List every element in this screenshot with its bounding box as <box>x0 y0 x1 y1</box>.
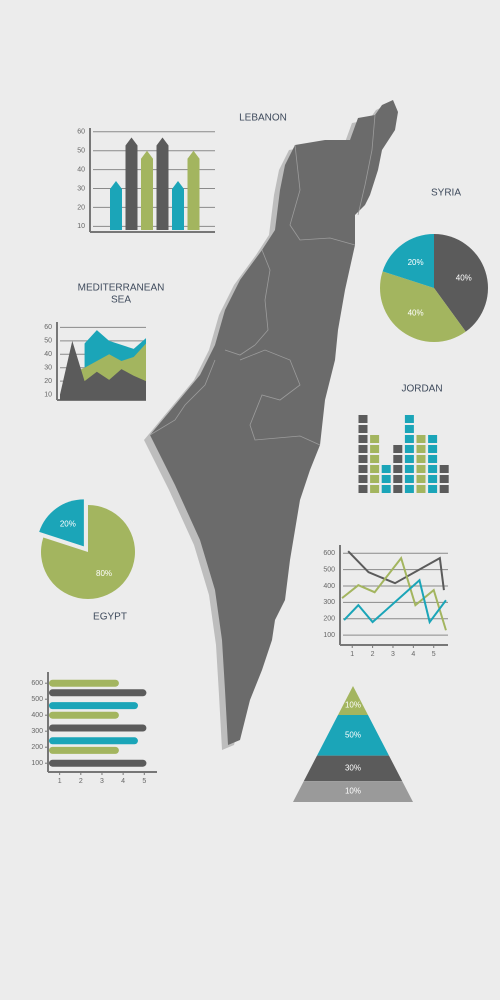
y-tick-label: 30 <box>77 185 85 192</box>
region-label: SYRIA <box>431 188 461 199</box>
bar <box>381 465 391 493</box>
bar <box>49 689 147 697</box>
region-label: MEDITERRANEAN <box>78 283 165 294</box>
bar <box>49 702 138 710</box>
bar <box>393 445 403 493</box>
data-label: 40% <box>408 308 424 317</box>
data-label: 10% <box>345 787 361 796</box>
pyramid-layer <box>338 686 368 715</box>
border <box>149 359 216 436</box>
bar <box>404 415 414 493</box>
border <box>357 114 376 216</box>
y-tick-label: 100 <box>31 760 43 767</box>
data-label: 20% <box>408 258 424 267</box>
x-tick-label: 3 <box>391 651 395 658</box>
x-tick-label: 2 <box>79 778 83 785</box>
bar <box>49 711 119 719</box>
border <box>224 249 271 356</box>
y-tick-label: 20 <box>44 378 52 385</box>
data-label: 10% <box>345 701 361 710</box>
x-tick-label: 2 <box>371 651 375 658</box>
data-label: 20% <box>60 519 76 528</box>
line <box>343 578 447 625</box>
data-label: 50% <box>345 730 361 739</box>
border <box>239 349 321 446</box>
map-borders <box>149 114 376 446</box>
y-tick-label: 600 <box>323 550 335 557</box>
pie-slice <box>39 499 84 547</box>
bar <box>370 435 380 493</box>
x-tick-label: 3 <box>100 778 104 785</box>
y-tick-label: 400 <box>31 712 43 719</box>
bar <box>49 737 138 745</box>
bar <box>110 180 122 230</box>
y-tick-label: 200 <box>31 744 43 751</box>
pie-slice <box>382 234 434 288</box>
pyramid-layer <box>317 715 389 756</box>
line <box>347 550 445 591</box>
bar <box>358 415 368 493</box>
y-tick-label: 10 <box>44 391 52 398</box>
map <box>144 100 398 750</box>
x-tick-label: 4 <box>411 651 415 658</box>
x-tick-label: 5 <box>142 778 146 785</box>
y-tick-label: 300 <box>31 728 43 735</box>
y-tick-label: 50 <box>44 338 52 345</box>
map-shape <box>150 100 398 745</box>
y-tick-label: 500 <box>323 566 335 573</box>
pie-slice <box>379 271 466 342</box>
y-tick-label: 600 <box>31 680 43 687</box>
y-tick-label: 60 <box>77 129 85 136</box>
data-label: 30% <box>345 763 361 772</box>
bar <box>125 137 138 230</box>
y-tick-label: 40 <box>77 166 85 173</box>
line <box>341 555 447 631</box>
x-tick-label: 5 <box>432 651 436 658</box>
pie-slice <box>40 505 135 599</box>
y-tick-label: 500 <box>31 696 43 703</box>
y-tick-label: 50 <box>77 148 85 155</box>
y-tick-label: 300 <box>323 599 335 606</box>
y-tick-label: 100 <box>323 632 335 639</box>
y-tick-label: 30 <box>44 365 52 372</box>
bar <box>49 759 147 767</box>
area <box>60 340 146 400</box>
region-label: SEA <box>111 295 131 306</box>
bar <box>416 435 426 493</box>
y-tick-label: 400 <box>323 583 335 590</box>
bar <box>141 150 153 230</box>
bar <box>49 746 119 754</box>
bar <box>49 679 119 687</box>
region-label: LEBANON <box>239 113 287 124</box>
bar <box>172 180 184 230</box>
data-label: 80% <box>96 569 112 578</box>
bar <box>428 435 438 493</box>
bar <box>439 465 449 493</box>
x-tick-label: 4 <box>121 778 125 785</box>
bar <box>187 150 200 230</box>
y-tick-label: 10 <box>77 223 85 230</box>
y-tick-label: 40 <box>44 351 52 358</box>
pie-slice <box>434 234 489 332</box>
x-tick-label: 1 <box>58 778 62 785</box>
bar <box>156 137 169 230</box>
region-label: EGYPT <box>93 612 127 623</box>
pyramid-layer <box>303 755 403 782</box>
region-label: JORDAN <box>401 384 442 395</box>
y-tick-label: 200 <box>323 616 335 623</box>
data-label: 40% <box>456 273 472 282</box>
x-tick-label: 1 <box>350 651 354 658</box>
y-tick-label: 60 <box>44 324 52 331</box>
border <box>289 144 356 246</box>
bar <box>49 724 147 732</box>
y-tick-label: 20 <box>77 204 85 211</box>
pyramid-layer <box>293 781 413 802</box>
